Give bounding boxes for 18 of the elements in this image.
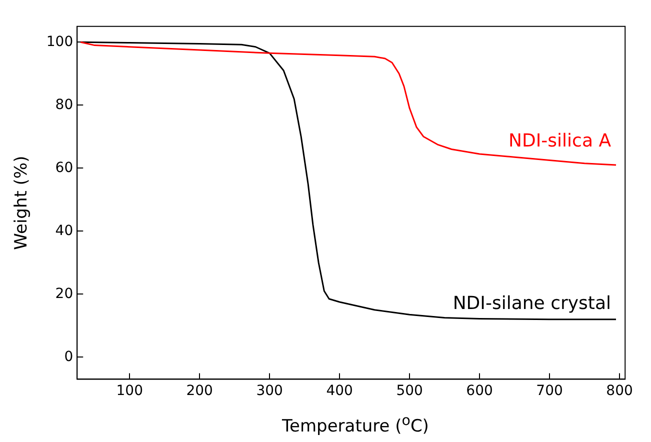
x-tick-label: 600 [466, 383, 493, 400]
x-tick-label: 100 [116, 383, 143, 400]
series-label: NDI-silane crystal [452, 293, 612, 314]
x-axis-title: Temperature ($^{o}$C) [281, 412, 430, 438]
y-tick-label: 80 [55, 96, 74, 113]
y-axis-title: Weight (%) [12, 156, 32, 250]
y-tick-label: 60 [55, 160, 74, 176]
x-tick-label: 200 [186, 383, 213, 400]
y-tick-label: 40 [55, 222, 74, 239]
x-tick-label: 700 [536, 383, 563, 400]
y-tick-label: 0 [64, 348, 74, 365]
x-tick-label: 800 [606, 383, 633, 400]
x-tick-label: 500 [396, 383, 423, 400]
x-tick-label: 300 [256, 383, 283, 400]
y-tick-label: 20 [55, 286, 74, 302]
x-tick-label: 400 [326, 383, 353, 400]
y-tick-label: 100 [46, 34, 74, 50]
series-label: NDI-silica A [508, 130, 612, 152]
